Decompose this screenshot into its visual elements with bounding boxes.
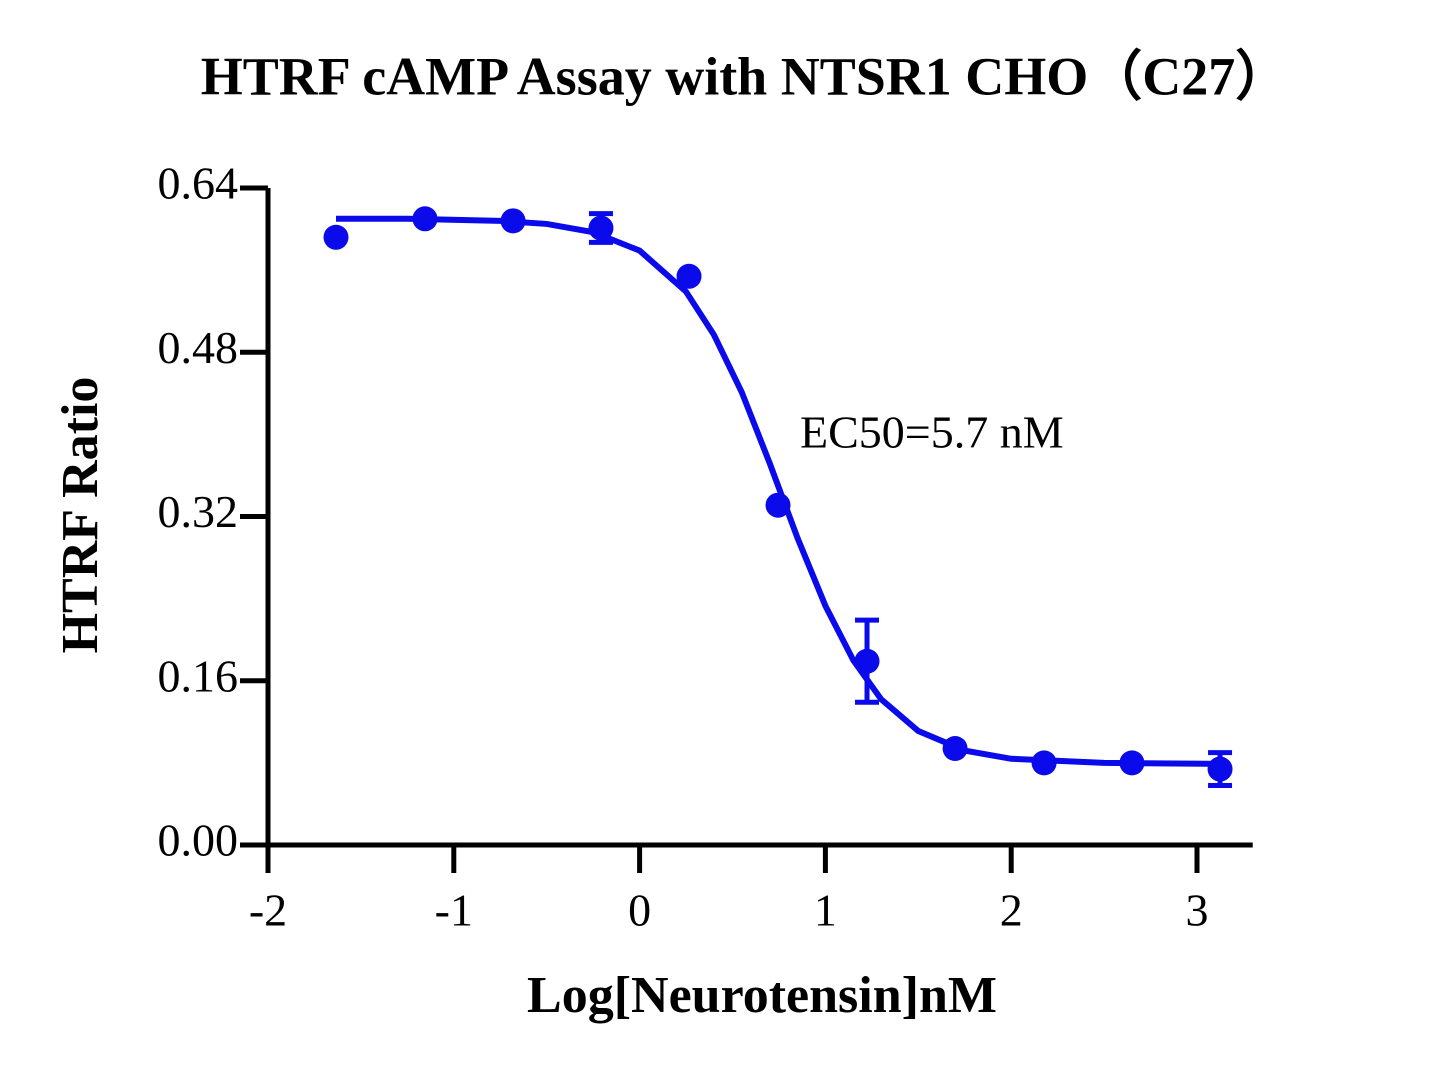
- y-tick-label: 0.64: [158, 158, 239, 209]
- x-tick-label: 3: [1186, 885, 1209, 936]
- x-axis-label: Log[Neurotensin]nM: [527, 967, 997, 1024]
- y-tick-label: 0.32: [158, 486, 239, 537]
- fit-curve: [336, 215, 1221, 767]
- y-axis-label: HTRF Ratio: [52, 377, 109, 654]
- x-tick-label: -1: [435, 885, 473, 936]
- data-point: [1119, 750, 1145, 776]
- data-point: [412, 206, 438, 232]
- y-tick-label: 0.48: [158, 322, 239, 373]
- x-tick-label: -2: [249, 885, 287, 936]
- annotation: EC50=5.7 nM: [800, 407, 1064, 458]
- data-point: [765, 492, 791, 518]
- data-point: [323, 224, 349, 250]
- x-tick-label: 0: [628, 885, 651, 936]
- data-point: [1207, 756, 1233, 782]
- x-tick-label: 1: [814, 885, 837, 936]
- y-tick-label: 0.16: [158, 650, 239, 701]
- data-point: [1031, 750, 1057, 776]
- chart-title: HTRF cAMP Assay with NTSR1 CHO（C27）: [201, 46, 1290, 106]
- data-point: [588, 215, 614, 241]
- y-tick-label: 0.00: [158, 815, 239, 866]
- data-point: [942, 736, 968, 762]
- x-tick-label: 2: [1000, 885, 1023, 936]
- data-point: [500, 208, 526, 234]
- data-point: [854, 648, 880, 674]
- data-point: [676, 263, 702, 289]
